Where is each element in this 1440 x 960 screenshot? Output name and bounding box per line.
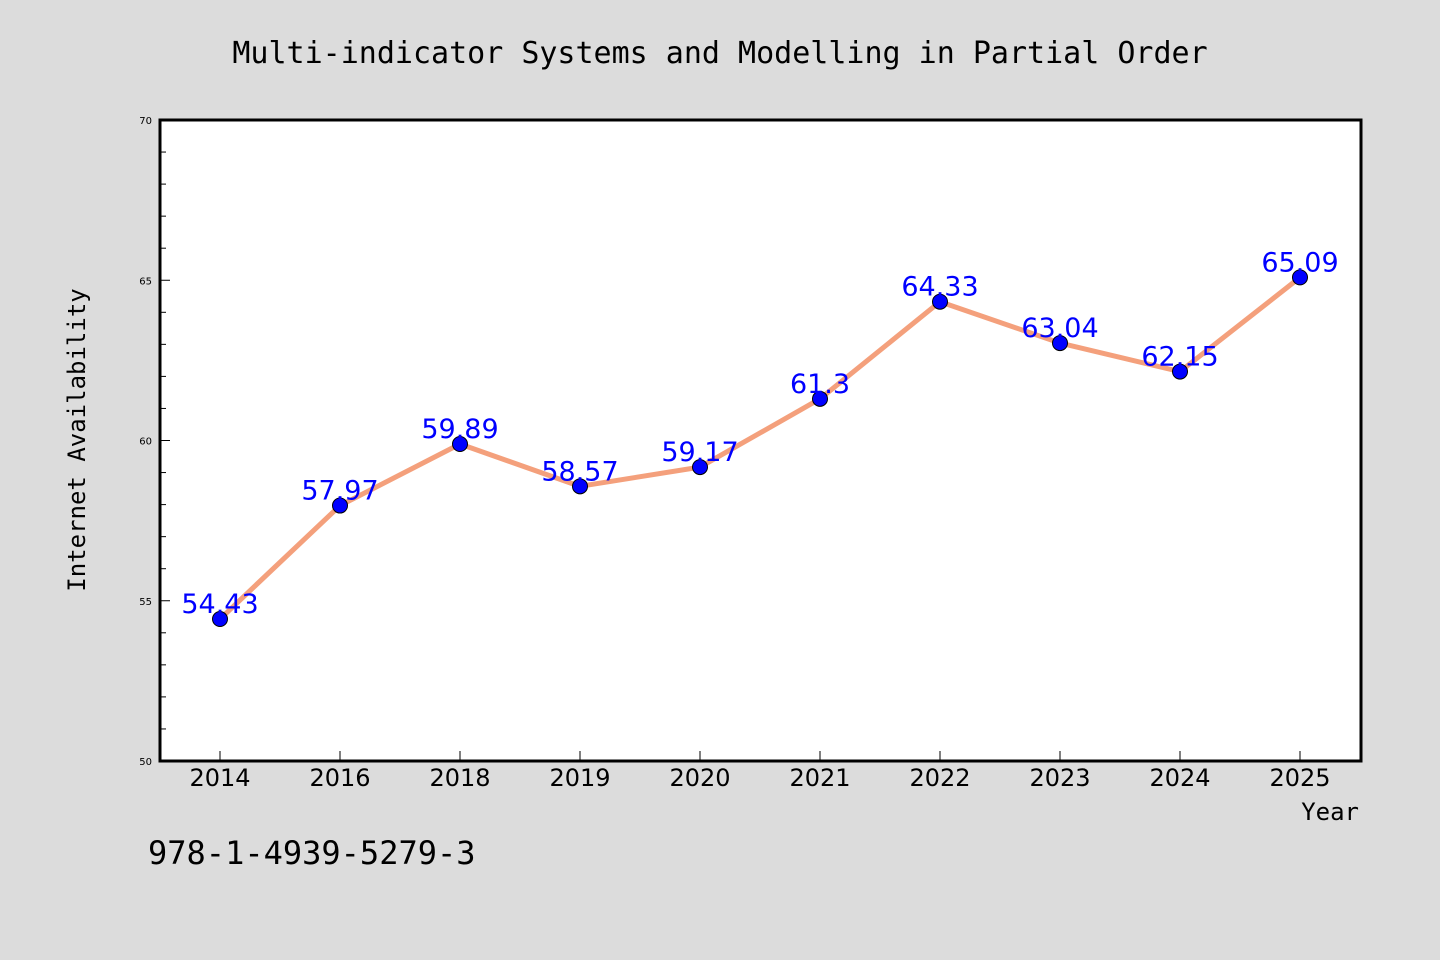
x-tick-label: 2024 — [1149, 764, 1210, 792]
x-tick-label: 2021 — [789, 764, 850, 792]
data-point — [692, 459, 708, 476]
x-axis: 2014 2016 2018 2019 2020 2021 2022 2023 2024 2025 — [189, 751, 1331, 792]
data-label: 63.04 — [1021, 313, 1098, 344]
chart-title: Multi-indicator Systems and Modelling in… — [232, 36, 1207, 71]
data-point — [1292, 269, 1308, 286]
x-tick-label: 2020 — [669, 764, 730, 792]
data-markers — [212, 269, 1308, 628]
data-point — [1172, 363, 1188, 380]
x-tick-label: 2025 — [1269, 764, 1330, 792]
data-point — [1052, 335, 1068, 352]
x-tick-label: 2019 — [549, 764, 610, 792]
data-label: 64.33 — [901, 272, 978, 303]
data-label: 54.43 — [181, 589, 258, 620]
plot-area — [158, 118, 1363, 763]
data-point — [212, 611, 228, 628]
x-tick-label: 2016 — [309, 764, 370, 792]
y-tick-label: 70 — [139, 116, 152, 127]
y-axis-label: Internet Availability — [63, 288, 91, 591]
data-point — [812, 390, 828, 407]
y-tick-label: 55 — [139, 597, 152, 608]
data-label: 62.15 — [1141, 342, 1218, 373]
data-label: 61.3 — [790, 369, 850, 400]
y-tick-label: 65 — [139, 276, 152, 287]
y-axis: 50 55 60 65 70 — [139, 116, 170, 768]
data-label: 58.57 — [541, 456, 618, 487]
data-point — [932, 293, 948, 310]
x-tick-label: 2023 — [1029, 764, 1090, 792]
data-label: 65.09 — [1261, 247, 1338, 278]
series-line-group — [217, 274, 1303, 622]
data-label: 59.17 — [661, 437, 738, 468]
data-label: 59.89 — [421, 414, 498, 445]
y-tick-label: 50 — [139, 757, 152, 768]
x-axis-label: Year — [1301, 798, 1359, 826]
x-tick-label: 2018 — [429, 764, 490, 792]
x-tick-label: 2014 — [189, 764, 250, 792]
data-point — [452, 436, 468, 453]
x-tick-label: 2022 — [909, 764, 970, 792]
data-label: 57.97 — [301, 476, 378, 507]
data-point — [572, 478, 588, 495]
data-point — [332, 497, 348, 514]
series-line — [217, 274, 1303, 622]
y-tick-label: 60 — [139, 437, 152, 448]
isbn-annotation: 978-1-4939-5279-3 — [148, 834, 476, 872]
data-labels: 54.43 57.97 59.89 58.57 59.17 61.3 64.33 63.04 6… — [181, 247, 1338, 620]
